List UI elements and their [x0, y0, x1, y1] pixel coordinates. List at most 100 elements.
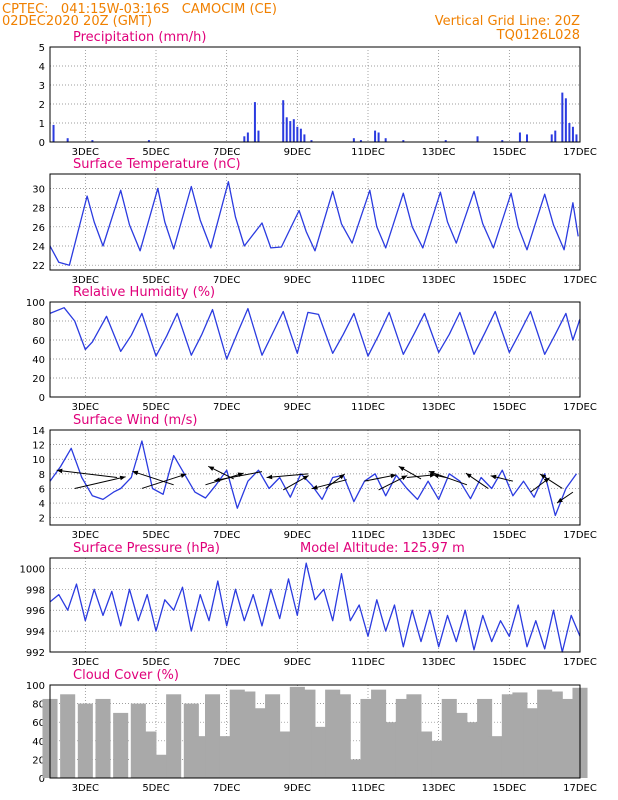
wind-arrow	[74, 475, 126, 489]
precip-bar	[561, 92, 564, 142]
rh-xtick-label: 15DEC	[492, 402, 526, 413]
precip-bar	[303, 134, 306, 142]
cloud-ytick-label: 40	[32, 737, 45, 748]
cloud-bar	[141, 731, 157, 778]
precip-xtick-label: 9DEC	[284, 147, 311, 158]
precip-bar	[292, 119, 295, 142]
pres-panel: 992 994 996 998 1000 3DEC 5DEC 7DEC 9DEC 11DEC 13D…	[20, 557, 597, 668]
precip-bar	[444, 140, 447, 142]
precip-title: Precipitation (mm/h)	[73, 30, 206, 45]
wind-arrow	[311, 479, 347, 490]
wind-xtick-label: 13DEC	[422, 530, 456, 541]
cloud-bar	[205, 694, 221, 778]
precip-bar	[571, 126, 574, 142]
wind-arrow	[432, 473, 446, 479]
precip-xtick-label: 17DEC	[563, 147, 597, 158]
wind-arrow	[530, 477, 550, 493]
pres-ytick-label: 996	[26, 606, 45, 617]
temp-line	[49, 181, 579, 266]
cloud-bar	[77, 703, 93, 778]
cloud-title: Cloud Cover (%)	[73, 668, 179, 683]
rh-ytick-label: 0	[39, 393, 45, 404]
cloud-bar	[240, 691, 256, 778]
rh-ytick-label: 60	[32, 336, 45, 347]
precip-xtick-label: 5DEC	[142, 147, 169, 158]
pres-ytick-label: 994	[26, 627, 45, 638]
cloud-bar	[275, 731, 291, 778]
cloud-bar	[558, 698, 574, 778]
cloud-panel: 0 20 40 60 80 100 3DEC 5DEC 7DEC 9DEC 11DEC 13DEC 15…	[26, 681, 597, 794]
precip-bar	[52, 124, 55, 142]
wind-arrow	[428, 470, 468, 486]
rh-line	[49, 307, 581, 360]
precip-bar	[501, 140, 504, 142]
precip-bar	[384, 138, 387, 142]
pres-xtick-label: 7DEC	[213, 657, 240, 668]
precip-bar	[66, 138, 69, 142]
precip-bar	[257, 130, 260, 142]
precip-bar	[374, 130, 377, 142]
wind-arrow	[378, 475, 408, 491]
cloud-bar	[417, 731, 433, 778]
temp-xtick-label: 13DEC	[422, 275, 456, 286]
header-vertical-grid: Vertical Grid Line: 20Z	[435, 14, 580, 29]
cloud-bar	[487, 736, 503, 778]
rh-xtick-label: 9DEC	[284, 402, 311, 413]
wind-ytick-label: 4	[39, 499, 45, 510]
wind-panel: 2 4 6 8 10 12 14 3DEC 5DEC 7DEC 9DEC 11DEC 13DEC 15DE…	[32, 426, 597, 541]
temp-xtick-label: 3DEC	[72, 275, 99, 286]
precip-ytick-label: 2	[39, 100, 45, 111]
cloud-xtick-label: 3DEC	[72, 783, 99, 794]
precip-bar	[476, 136, 479, 142]
cloud-bar	[452, 712, 468, 778]
precip-bar	[147, 140, 150, 142]
wind-arrow	[398, 465, 422, 480]
wind-arrow	[539, 473, 563, 489]
wind-xtick-label: 5DEC	[142, 530, 169, 541]
pres-title: Surface Pressure (hPa)	[73, 541, 220, 556]
pres-xtick-label: 11DEC	[351, 657, 385, 668]
wind-arrow	[490, 474, 513, 482]
cloud-ytick-label: 100	[26, 681, 45, 692]
cloud-bar	[95, 698, 111, 778]
temp-frame	[49, 173, 581, 271]
cloud-bar	[311, 726, 327, 778]
cloud-xtick-label: 17DEC	[563, 783, 597, 794]
cloud-frame	[49, 684, 581, 779]
temp-xtick-label: 7DEC	[213, 275, 240, 286]
cloud-ytick-label: 60	[32, 718, 45, 729]
pres-xtick-label: 17DEC	[563, 657, 597, 668]
wind-ytick-label: 10	[32, 455, 45, 466]
wind-arrow	[325, 473, 345, 489]
temp-xtick-label: 5DEC	[142, 275, 169, 286]
cloud-bar	[60, 694, 76, 778]
precip-xtick-label: 13DEC	[422, 147, 456, 158]
rh-title: Relative Humidity (%)	[73, 285, 215, 300]
cloud-xtick-label: 15DEC	[492, 783, 526, 794]
wind-arrow	[266, 473, 308, 480]
rh-frame	[49, 301, 581, 398]
wind-arrow	[56, 468, 118, 478]
pres-ytick-label: 992	[26, 648, 45, 659]
cloud-xtick-label: 9DEC	[284, 783, 311, 794]
rh-ytick-label: 100	[26, 298, 45, 309]
pres-xtick-label: 3DEC	[72, 657, 99, 668]
wind-title: Surface Wind (m/s)	[73, 413, 197, 428]
cloud-ytick-label: 0	[39, 774, 45, 785]
cloud-bar	[166, 694, 182, 778]
temp-xtick-label: 17DEC	[563, 275, 597, 286]
precip-bar	[564, 98, 567, 142]
wind-arrow	[406, 472, 436, 478]
header: CPTEC: 041:15W-03:16S CAMOCIM (CE) 02DEC…	[2, 2, 580, 43]
cloud-bar	[113, 712, 129, 778]
temp-ytick-label: 22	[32, 261, 45, 272]
precip-ytick-label: 4	[39, 62, 45, 73]
precip-ytick-label: 1	[39, 119, 45, 130]
wind-xtick-label: 11DEC	[351, 530, 385, 541]
cloud-bar	[346, 759, 362, 778]
rh-xtick-label: 11DEC	[351, 402, 385, 413]
precip-bar	[296, 126, 299, 142]
wind-arrow	[208, 465, 234, 480]
